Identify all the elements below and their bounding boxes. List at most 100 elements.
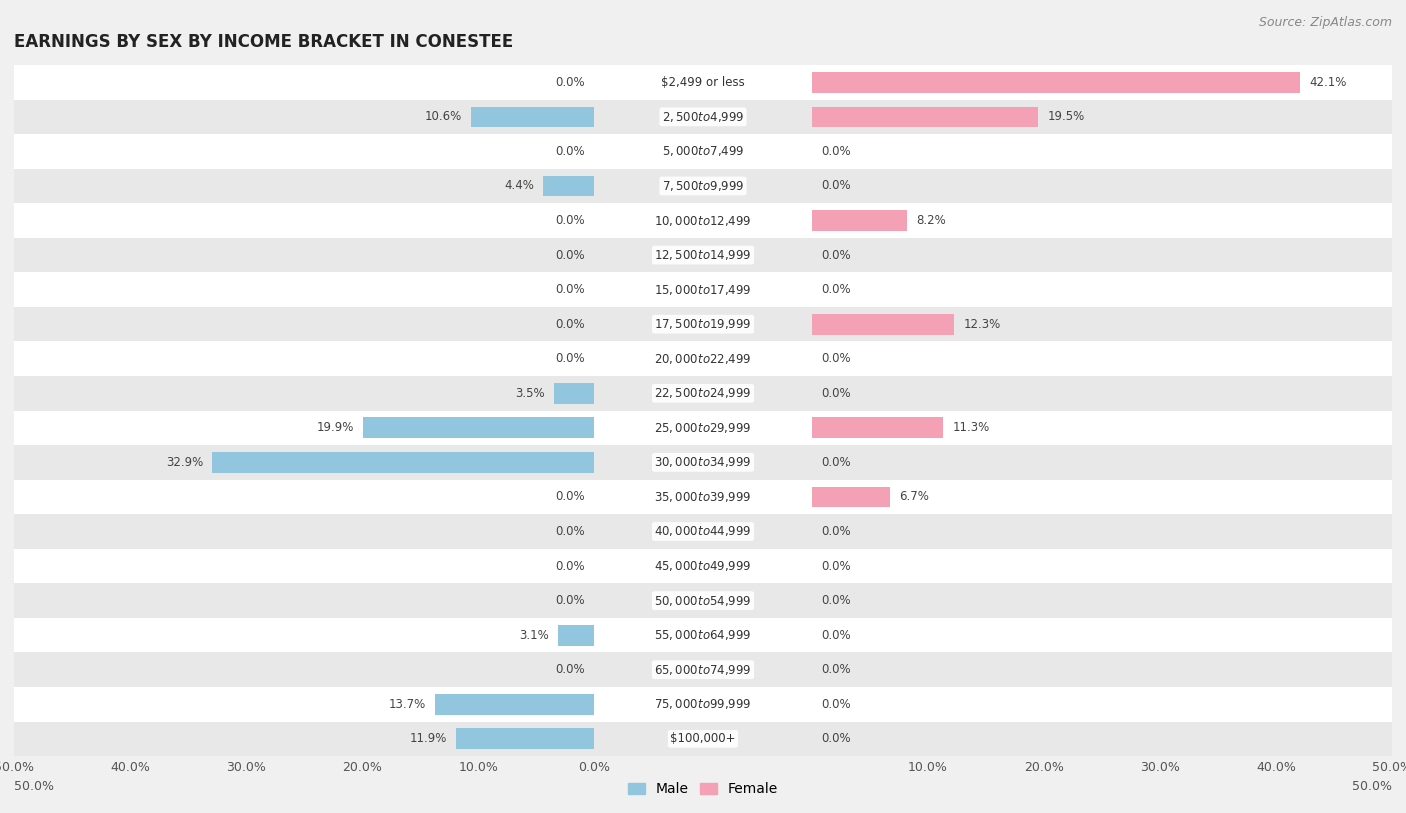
Text: 0.0%: 0.0% xyxy=(555,663,585,676)
Bar xyxy=(0,99,1406,134)
Bar xyxy=(0,376,1406,411)
Legend: Male, Female: Male, Female xyxy=(623,777,783,802)
Bar xyxy=(0,549,1406,584)
Text: $5,000 to $7,499: $5,000 to $7,499 xyxy=(662,145,744,159)
Bar xyxy=(0,169,1406,203)
Bar xyxy=(0,549,1406,584)
Bar xyxy=(0,722,1406,756)
Bar xyxy=(0,272,1406,307)
Text: $30,000 to $34,999: $30,000 to $34,999 xyxy=(654,455,752,469)
Text: $40,000 to $44,999: $40,000 to $44,999 xyxy=(654,524,752,538)
Bar xyxy=(0,618,1406,652)
Bar xyxy=(0,722,1406,756)
Bar xyxy=(0,687,1406,722)
Text: 0.0%: 0.0% xyxy=(821,145,851,158)
Bar xyxy=(0,480,1406,515)
Bar xyxy=(0,411,1406,446)
Text: 4.4%: 4.4% xyxy=(503,180,534,193)
Text: 11.9%: 11.9% xyxy=(409,733,447,746)
Bar xyxy=(811,72,1301,93)
Text: $17,500 to $19,999: $17,500 to $19,999 xyxy=(654,317,752,331)
Text: $20,000 to $22,499: $20,000 to $22,499 xyxy=(654,352,752,366)
Bar xyxy=(0,584,1406,618)
Text: 0.0%: 0.0% xyxy=(821,628,851,641)
Bar xyxy=(0,515,1406,549)
Bar xyxy=(363,418,595,438)
Bar xyxy=(0,376,1406,411)
Text: $65,000 to $74,999: $65,000 to $74,999 xyxy=(654,663,752,676)
Bar xyxy=(0,515,1406,549)
Bar xyxy=(0,652,1406,687)
Text: $7,500 to $9,999: $7,500 to $9,999 xyxy=(662,179,744,193)
Bar xyxy=(558,624,595,646)
Bar xyxy=(0,480,1406,515)
Text: 0.0%: 0.0% xyxy=(821,180,851,193)
Text: 0.0%: 0.0% xyxy=(821,663,851,676)
Bar xyxy=(0,134,1406,169)
Bar xyxy=(0,446,1406,480)
Bar xyxy=(0,307,1406,341)
Bar xyxy=(0,722,1406,756)
Bar xyxy=(811,107,1038,127)
Bar xyxy=(0,237,1406,272)
Text: 0.0%: 0.0% xyxy=(555,249,585,262)
Text: 50.0%: 50.0% xyxy=(1353,780,1392,793)
Bar xyxy=(0,376,1406,411)
Bar xyxy=(471,107,595,127)
Bar xyxy=(0,65,1406,99)
Text: $2,499 or less: $2,499 or less xyxy=(661,76,745,89)
Text: 0.0%: 0.0% xyxy=(821,559,851,572)
Bar xyxy=(0,341,1406,376)
Bar xyxy=(0,203,1406,237)
Bar xyxy=(0,341,1406,376)
Bar xyxy=(0,65,1406,99)
Text: 0.0%: 0.0% xyxy=(555,559,585,572)
Bar xyxy=(811,211,907,231)
Text: 11.3%: 11.3% xyxy=(952,421,990,434)
Bar xyxy=(0,169,1406,203)
Bar xyxy=(0,618,1406,652)
Text: 6.7%: 6.7% xyxy=(898,490,929,503)
Text: $50,000 to $54,999: $50,000 to $54,999 xyxy=(654,593,752,607)
Text: 8.2%: 8.2% xyxy=(917,214,946,227)
Text: 3.5%: 3.5% xyxy=(515,387,544,400)
Bar xyxy=(0,446,1406,480)
Bar xyxy=(0,203,1406,237)
Text: $22,500 to $24,999: $22,500 to $24,999 xyxy=(654,386,752,400)
Bar xyxy=(0,237,1406,272)
Bar xyxy=(456,728,595,750)
Bar xyxy=(811,314,955,335)
Text: 0.0%: 0.0% xyxy=(821,698,851,711)
Text: 0.0%: 0.0% xyxy=(821,456,851,469)
Text: 3.1%: 3.1% xyxy=(519,628,548,641)
Text: 0.0%: 0.0% xyxy=(821,525,851,538)
Text: 0.0%: 0.0% xyxy=(821,387,851,400)
Bar xyxy=(0,480,1406,515)
Text: 0.0%: 0.0% xyxy=(555,490,585,503)
Text: $75,000 to $99,999: $75,000 to $99,999 xyxy=(654,698,752,711)
Text: 0.0%: 0.0% xyxy=(555,594,585,607)
Bar xyxy=(0,652,1406,687)
Bar xyxy=(0,307,1406,341)
Bar xyxy=(0,272,1406,307)
Bar xyxy=(0,411,1406,446)
Text: Source: ZipAtlas.com: Source: ZipAtlas.com xyxy=(1258,16,1392,29)
Text: $2,500 to $4,999: $2,500 to $4,999 xyxy=(662,110,744,124)
Text: 12.3%: 12.3% xyxy=(963,318,1001,331)
Text: 0.0%: 0.0% xyxy=(821,733,851,746)
Bar xyxy=(0,446,1406,480)
Text: 19.5%: 19.5% xyxy=(1047,111,1084,124)
Bar xyxy=(0,515,1406,549)
Text: 0.0%: 0.0% xyxy=(555,214,585,227)
Text: $12,500 to $14,999: $12,500 to $14,999 xyxy=(654,248,752,262)
Text: 13.7%: 13.7% xyxy=(388,698,426,711)
Bar xyxy=(0,237,1406,272)
Text: 50.0%: 50.0% xyxy=(14,780,53,793)
Text: 19.9%: 19.9% xyxy=(316,421,354,434)
Bar xyxy=(0,307,1406,341)
Text: $45,000 to $49,999: $45,000 to $49,999 xyxy=(654,559,752,573)
Bar xyxy=(0,272,1406,307)
Text: $25,000 to $29,999: $25,000 to $29,999 xyxy=(654,421,752,435)
Text: 0.0%: 0.0% xyxy=(555,352,585,365)
Text: 32.9%: 32.9% xyxy=(166,456,204,469)
